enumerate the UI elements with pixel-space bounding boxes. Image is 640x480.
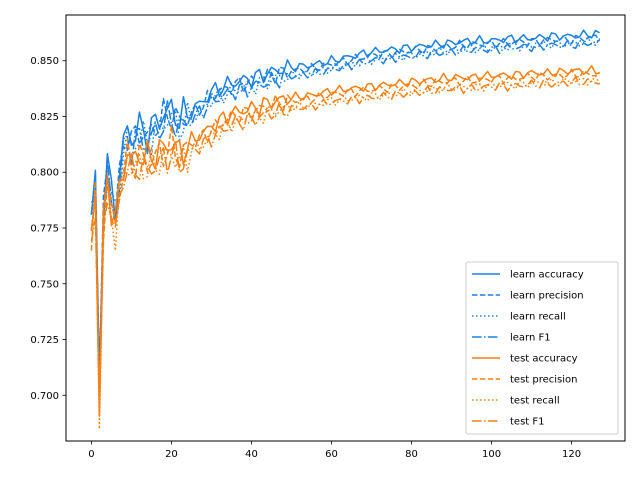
legend-label: learn accuracy [510,270,584,281]
legend-label: test recall [510,396,560,407]
legend-label: test precision [510,375,578,386]
x-axis: 0 20 40 60 80 100 120 [88,441,581,460]
series-line-test-precision [90,68,601,405]
x-tick-label: 60 [325,449,338,460]
x-tick-label: 120 [562,449,581,460]
plot-lines [90,29,601,430]
legend-label: test F1 [510,417,545,428]
x-tick-label: 100 [482,449,501,460]
series-line-learn-f1 [90,39,600,407]
series-line-test-f1 [90,76,600,411]
legend-label: learn F1 [510,333,551,344]
x-tick-label: 20 [165,449,178,460]
y-axis: 0.700 0.725 0.750 0.775 0.800 0.825 0.850 [30,56,66,402]
legend-label: learn recall [510,312,566,323]
series-line-learn-precision [90,34,601,388]
legend-label: test accuracy [510,354,578,365]
y-tick-label: 0.850 [30,56,59,67]
x-tick-label: 40 [245,449,258,460]
y-tick-label: 0.700 [30,391,59,402]
legend: learn accuracy learn precision learn recal… [465,261,619,435]
x-tick-label: 0 [88,449,94,460]
y-tick-label: 0.725 [30,335,59,346]
y-tick-label: 0.800 [30,168,59,179]
y-tick-label: 0.750 [30,279,59,290]
legend-label: learn precision [510,291,584,302]
series-line-test-recall [90,75,601,430]
legend-box [465,261,619,435]
y-tick-label: 0.825 [30,112,59,123]
y-tick-label: 0.775 [30,224,59,235]
x-tick-label: 80 [405,449,418,460]
series-line-learn-recall [90,36,601,378]
